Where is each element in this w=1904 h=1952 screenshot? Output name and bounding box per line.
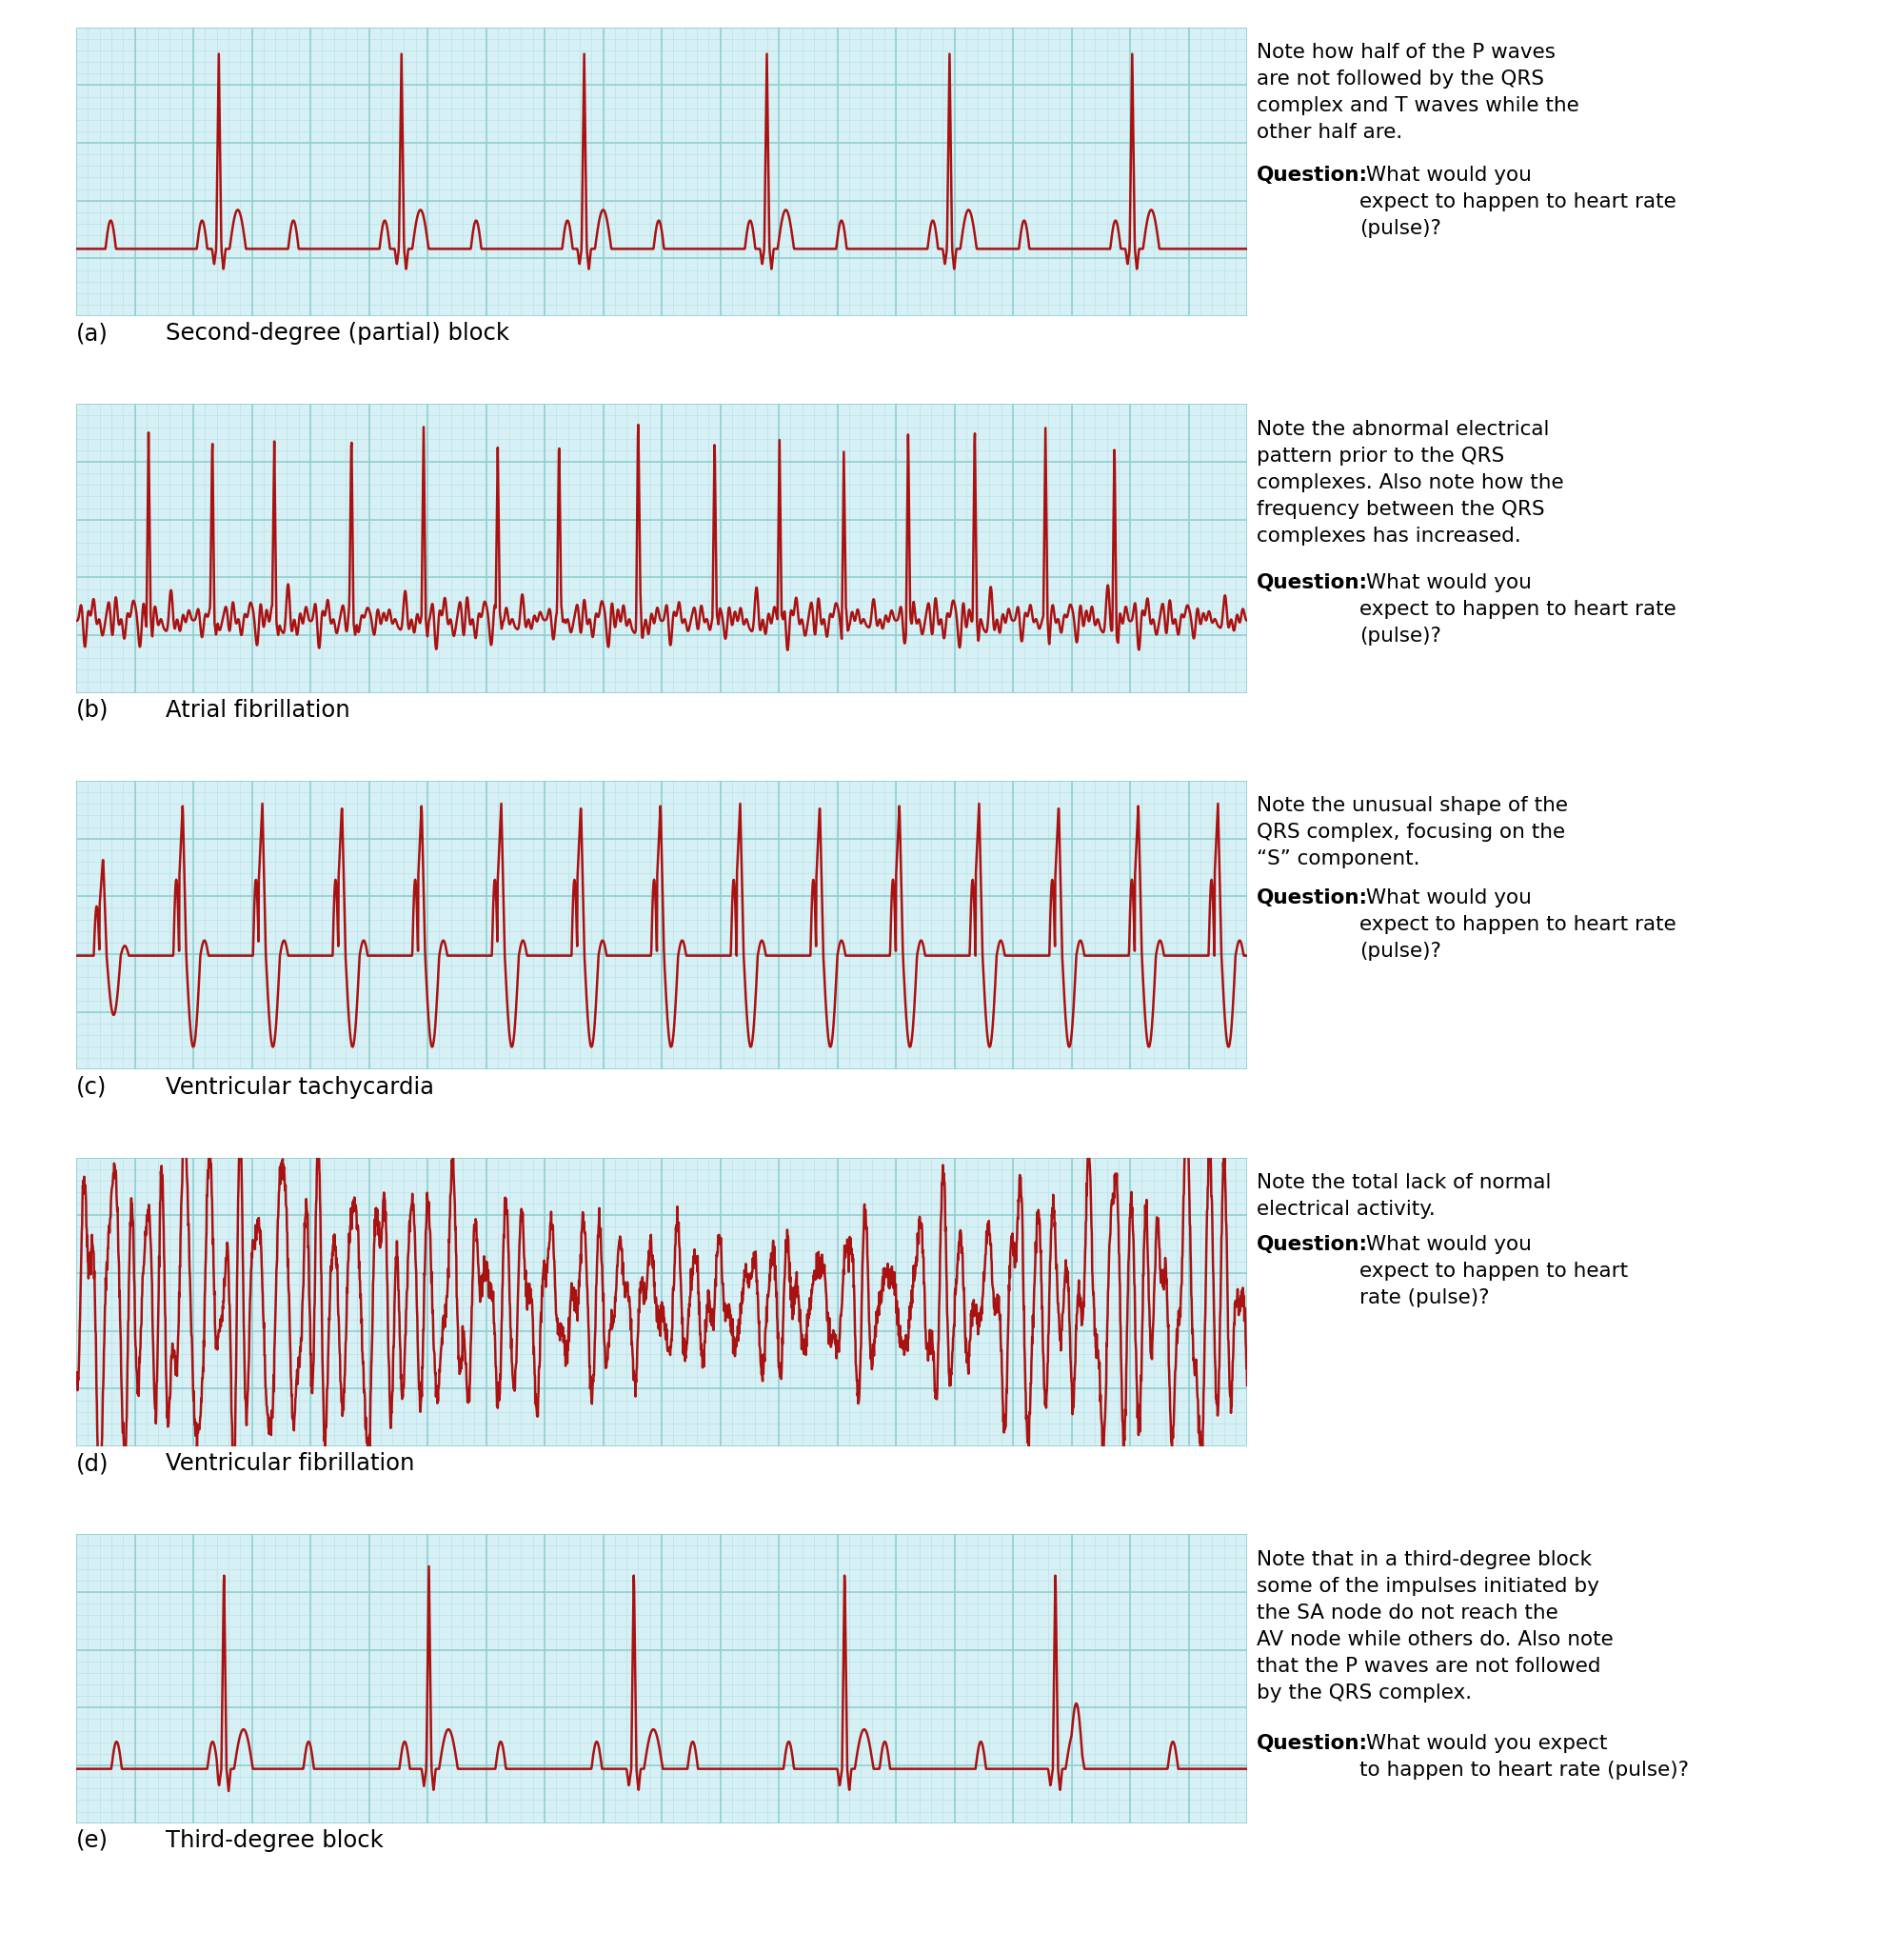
Text: Second-degree (partial) block: Second-degree (partial) block bbox=[166, 322, 510, 346]
Text: Question:: Question: bbox=[1257, 166, 1367, 185]
Text: What would you
expect to happen to heart
rate (pulse)?: What would you expect to happen to heart… bbox=[1359, 1236, 1628, 1308]
Text: What would you
expect to happen to heart rate
(pulse)?: What would you expect to happen to heart… bbox=[1359, 166, 1677, 238]
Text: What would you
expect to happen to heart rate
(pulse)?: What would you expect to happen to heart… bbox=[1359, 888, 1677, 960]
Text: What would you
expect to happen to heart rate
(pulse)?: What would you expect to happen to heart… bbox=[1359, 574, 1677, 646]
Text: Question:: Question: bbox=[1257, 1735, 1367, 1753]
Text: Question:: Question: bbox=[1257, 888, 1367, 908]
Text: (b): (b) bbox=[76, 699, 109, 722]
Text: Note how half of the P waves
are not followed by the QRS
complex and T waves whi: Note how half of the P waves are not fol… bbox=[1257, 43, 1578, 142]
Text: Ventricular tachycardia: Ventricular tachycardia bbox=[166, 1076, 434, 1099]
Text: Third-degree block: Third-degree block bbox=[166, 1829, 383, 1852]
Text: (d): (d) bbox=[76, 1452, 109, 1476]
Text: Atrial fibrillation: Atrial fibrillation bbox=[166, 699, 350, 722]
Text: Note the unusual shape of the
QRS complex, focusing on the
“S” component.: Note the unusual shape of the QRS comple… bbox=[1257, 796, 1569, 869]
Text: What would you expect
to happen to heart rate (pulse)?: What would you expect to happen to heart… bbox=[1359, 1735, 1689, 1780]
Text: Note the abnormal electrical
pattern prior to the QRS
complexes. Also note how t: Note the abnormal electrical pattern pri… bbox=[1257, 420, 1563, 545]
Text: Note the total lack of normal
electrical activity.: Note the total lack of normal electrical… bbox=[1257, 1173, 1552, 1218]
Text: (c): (c) bbox=[76, 1076, 107, 1099]
Text: (e): (e) bbox=[76, 1829, 109, 1852]
Text: (a): (a) bbox=[76, 322, 109, 346]
Text: Question:: Question: bbox=[1257, 574, 1367, 593]
Text: Question:: Question: bbox=[1257, 1236, 1367, 1253]
Text: Note that in a third-degree block
some of the impulses initiated by
the SA node : Note that in a third-degree block some o… bbox=[1257, 1550, 1613, 1702]
Text: Ventricular fibrillation: Ventricular fibrillation bbox=[166, 1452, 415, 1476]
